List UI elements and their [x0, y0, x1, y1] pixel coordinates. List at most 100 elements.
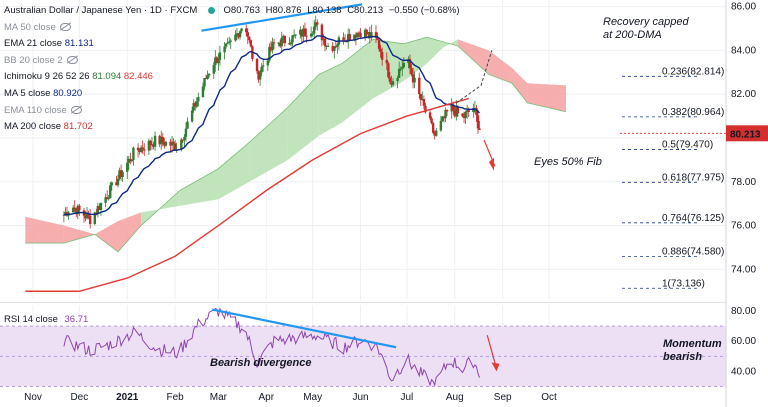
candle-body: [161, 136, 164, 143]
moving-average-lines: [25, 35, 481, 292]
hidden-eye-icon[interactable]: [66, 56, 78, 65]
rsi-trendline: [211, 308, 397, 349]
candle-body: [183, 136, 186, 141]
candle-body: [314, 22, 317, 27]
y-tick-label: 76.00: [731, 221, 756, 232]
indicator-row[interactable]: MA 200 close 81.702: [4, 119, 463, 136]
ohlc-open: O80.763: [223, 5, 260, 16]
candle-body: [78, 205, 81, 211]
candle-body: [85, 213, 89, 219]
hidden-eye-icon[interactable]: [70, 106, 82, 115]
candle-body: [224, 43, 228, 47]
cloud-bullish: [342, 39, 373, 123]
fib-label: 0.764(76.125): [662, 213, 724, 224]
candle-body: [62, 214, 66, 216]
candle-body: [192, 102, 195, 111]
candle-body: [172, 141, 175, 144]
rsi-name: RSI 14 close: [4, 314, 58, 325]
candle-body: [311, 33, 314, 35]
cloud-bearish: [457, 39, 489, 75]
candle-body: [331, 45, 334, 51]
candle-body: [169, 141, 172, 146]
candle-body: [289, 42, 293, 45]
candle-body: [312, 26, 316, 34]
indicator-value: 80.920: [50, 87, 83, 99]
candle-body: [428, 112, 432, 119]
indicator-label: EMA 21 close: [4, 38, 63, 50]
candle-body: [333, 46, 336, 51]
candle-body: [365, 29, 368, 35]
rsi-pane: [0, 307, 726, 388]
indicator-row[interactable]: Ichimoku 9 26 52 26 81.094 82.446: [4, 69, 463, 86]
indicator-row[interactable]: MA 5 close 80.920: [4, 86, 463, 103]
candle-body: [370, 32, 373, 39]
candle-body: [282, 35, 285, 38]
candle-body: [391, 81, 395, 85]
candle-body: [292, 34, 296, 36]
rsi-legend[interactable]: RSI 14 close 36.71: [4, 314, 88, 325]
indicator-list: MA 50 close EMA 21 close 81.131 BB 20 clos…: [4, 20, 463, 136]
candle-body: [424, 105, 427, 113]
ohlc-values: O80.763 H80.876 L80.138 C80.213 −0.550 (…: [224, 5, 463, 16]
candle-body: [430, 118, 433, 124]
cloud-bearish: [25, 216, 64, 244]
candle-body: [336, 44, 339, 47]
candle-body: [442, 116, 446, 119]
x-tick-label: Aug: [446, 392, 464, 403]
candle-body: [356, 32, 359, 38]
candle-body: [71, 207, 75, 213]
indicator-row[interactable]: EMA 110 close: [4, 103, 463, 120]
candle-body: [399, 68, 402, 70]
indicator-row[interactable]: MA 50 close: [4, 20, 463, 37]
indicator-row[interactable]: EMA 21 close 81.131: [4, 36, 463, 53]
x-tick-label: Nov: [24, 392, 42, 403]
cloud-bearish: [63, 225, 95, 244]
candle-body: [246, 32, 249, 37]
candle-body: [229, 40, 232, 42]
candle-body: [255, 58, 259, 72]
fib-label: 0.886(74.580): [662, 247, 724, 258]
candle-body: [147, 140, 151, 151]
candle-body: [170, 141, 174, 146]
candle-body: [354, 34, 358, 38]
candle-body: [160, 136, 163, 145]
price-trendline: [201, 3, 363, 32]
annotation-marks: [201, 3, 500, 372]
ohlc-high: H80.876: [265, 5, 302, 16]
candle-body: [305, 35, 308, 37]
symbol-title[interactable]: Australian Dollar / Japanese Yen · 1D · …: [4, 5, 198, 16]
candle-body: [475, 107, 478, 116]
cloud-bearish: [94, 221, 118, 252]
candle-body: [359, 32, 362, 38]
candle-body: [139, 147, 143, 152]
y-tick-label: 74.00: [731, 264, 756, 275]
candle-body: [411, 74, 415, 83]
candle-body: [334, 46, 338, 48]
candle-body: [118, 170, 121, 179]
candle-body: [363, 29, 367, 38]
candle-body: [279, 42, 282, 47]
indicator-row[interactable]: BB 20 close 2: [4, 53, 463, 70]
candle-body: [387, 63, 390, 78]
candle-body: [201, 86, 205, 98]
candle-body: [320, 24, 324, 41]
candle-body: [410, 68, 413, 75]
rsi-value: 36.71: [64, 314, 89, 325]
cloud-bullish: [249, 107, 288, 182]
indicator-value: 82.446: [121, 71, 153, 83]
ohlc-change: −0.550 (−0.68%): [388, 5, 460, 16]
y-tick-label: 86.00: [731, 2, 756, 13]
candle-body: [245, 28, 248, 33]
rsi-line: [63, 307, 480, 387]
candle-body: [396, 77, 399, 82]
hidden-eye-icon[interactable]: [59, 23, 71, 32]
candle-body: [87, 213, 90, 216]
candle-body: [464, 112, 467, 118]
candle-body: [203, 78, 206, 87]
rsi-y-tick-label: 80.00: [731, 306, 756, 317]
candle-body: [95, 212, 98, 214]
candle-body: [197, 97, 200, 102]
candle-body: [453, 110, 456, 117]
candle-body: [163, 142, 166, 146]
candle-body: [272, 42, 276, 44]
